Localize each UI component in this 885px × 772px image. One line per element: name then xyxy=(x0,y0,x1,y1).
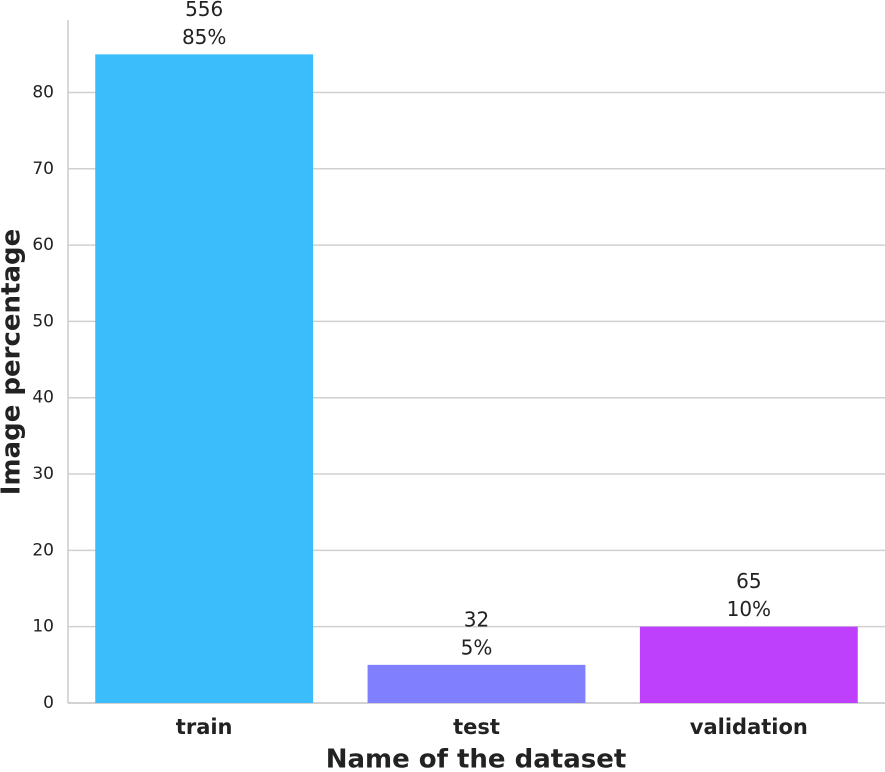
value-label: 5% xyxy=(461,635,493,659)
y-tick-label: 40 xyxy=(32,388,54,408)
y-tick-label: 80 xyxy=(32,82,54,102)
bar xyxy=(367,664,586,703)
bar xyxy=(95,54,314,704)
y-tick-label: 10 xyxy=(32,617,54,637)
count-label: 32 xyxy=(464,607,489,631)
bar xyxy=(639,626,858,703)
y-tick-label: 70 xyxy=(32,159,54,179)
y-tick-label: 0 xyxy=(43,693,54,713)
y-tick-label: 50 xyxy=(32,311,54,331)
y-tick-label: 20 xyxy=(32,540,54,560)
x-axis-label: Name of the dataset xyxy=(326,745,627,772)
value-label: 85% xyxy=(182,25,226,49)
y-axis-label: Image percentage xyxy=(0,229,27,495)
y-tick-label: 30 xyxy=(32,464,54,484)
x-tick-label: validation xyxy=(690,715,808,739)
y-tick-label: 60 xyxy=(32,235,54,255)
x-tick-label: train xyxy=(176,715,233,739)
value-label: 10% xyxy=(727,597,771,621)
count-label: 556 xyxy=(185,0,223,21)
count-label: 65 xyxy=(736,569,761,593)
x-tick-label: test xyxy=(453,715,500,739)
